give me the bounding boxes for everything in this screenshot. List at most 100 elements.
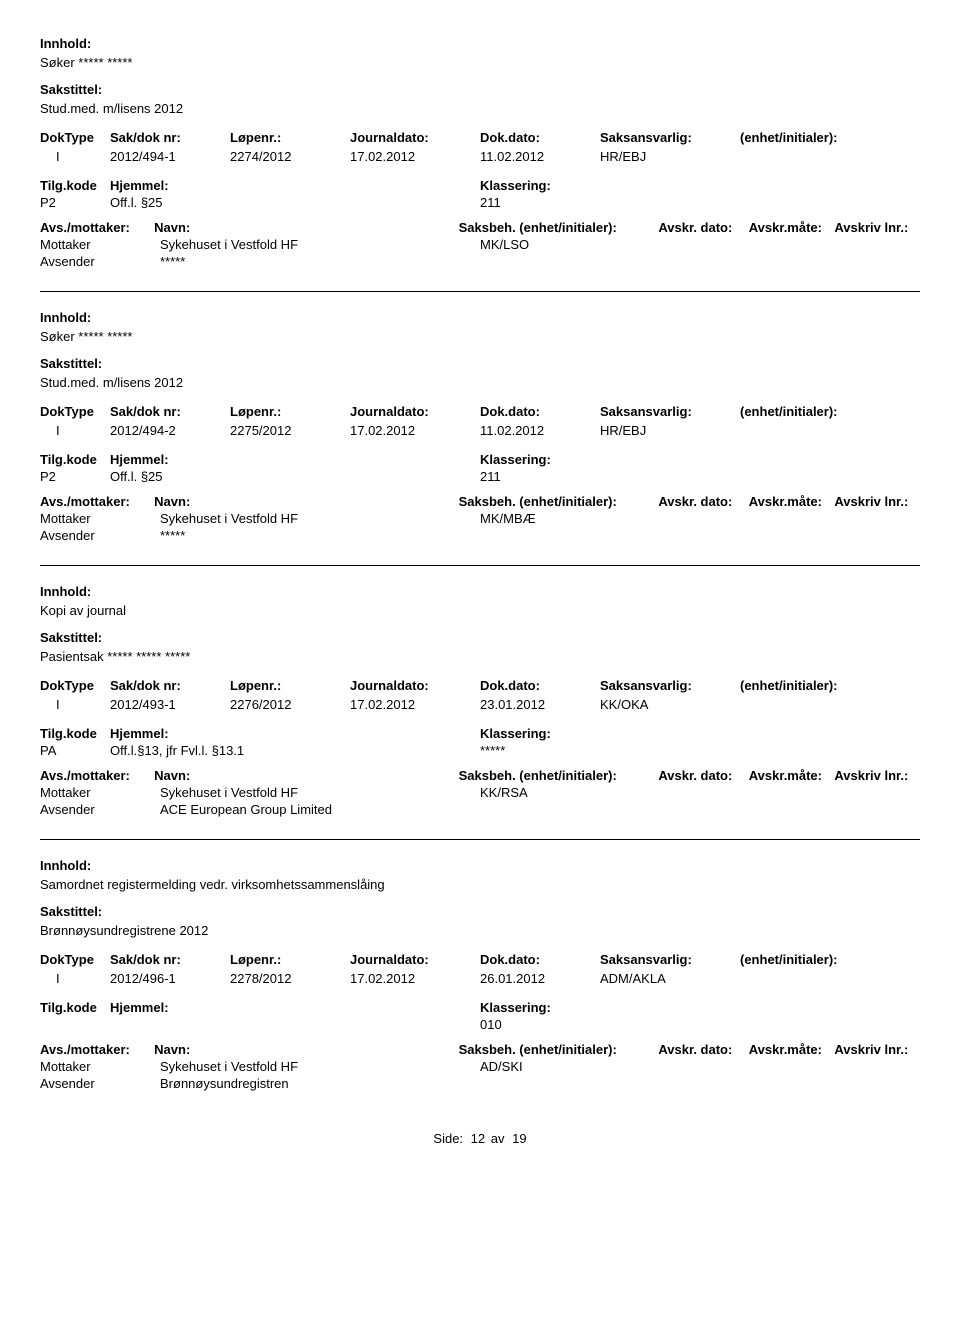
footer-page-current: 12: [471, 1131, 485, 1146]
hdr-sakdok: Sak/dok nr:: [110, 130, 230, 145]
avs-header-row: Avs./mottaker:Navn:Saksbeh. (enhet/initi…: [40, 220, 920, 235]
mottaker-saksbeh: MK/MBÆ: [480, 511, 690, 526]
hdr-tilgkode: Tilg.kode: [40, 1000, 110, 1015]
hdr-klassering: Klassering:: [480, 452, 620, 467]
innhold-label: Innhold:: [40, 310, 920, 325]
hdr-dokdato: Dok.dato:: [480, 678, 600, 693]
hdr-klassering: Klassering:: [480, 726, 620, 741]
val-hjemmel: Off.l. §25: [110, 195, 480, 210]
hdr-hjemmel: Hjemmel:: [110, 726, 480, 741]
val-lopenr: 2276/2012: [230, 697, 350, 712]
mottaker-label: Mottaker: [40, 511, 160, 526]
innhold-label: Innhold:: [40, 858, 920, 873]
tilg-data-row: P2Off.l. §25211: [40, 195, 920, 210]
mottaker-label: Mottaker: [40, 237, 160, 252]
hdr-avskrmate: Avskr.måte:: [749, 220, 835, 235]
hdr-lopenr: Løpenr.:: [230, 952, 350, 967]
doc-header-row: DokTypeSak/dok nr:Løpenr.:Journaldato:Do…: [40, 678, 920, 693]
val-sakdok: 2012/494-1: [110, 149, 230, 164]
avsender-name: *****: [160, 254, 480, 269]
mottaker-row: MottakerSykehuset i Vestfold HFMK/LSO: [40, 237, 920, 252]
hdr-navn: Navn:: [154, 1042, 458, 1057]
val-sakdok: 2012/493-1: [110, 697, 230, 712]
val-enhet: [740, 149, 900, 164]
val-saksansvarlig: HR/EBJ: [600, 149, 740, 164]
val-enhet: [740, 423, 900, 438]
hdr-journaldato: Journaldato:: [350, 130, 480, 145]
hdr-klassering: Klassering:: [480, 178, 620, 193]
hdr-saksbeh: Saksbeh. (enhet/initialer):: [459, 220, 659, 235]
hdr-doktype: DokType: [40, 678, 110, 693]
avsender-label: Avsender: [40, 254, 160, 269]
tilg-header-row: Tilg.kodeHjemmel:Klassering:: [40, 178, 920, 193]
hdr-journaldato: Journaldato:: [350, 678, 480, 693]
hdr-tilgkode: Tilg.kode: [40, 178, 110, 193]
val-dokdato: 11.02.2012: [480, 423, 600, 438]
hdr-sakdok: Sak/dok nr:: [110, 678, 230, 693]
avsender-row: Avsender*****: [40, 254, 920, 269]
tilg-data-row: P2Off.l. §25211: [40, 469, 920, 484]
val-doktype: I: [40, 697, 110, 712]
val-hjemmel: [110, 1017, 480, 1032]
sakstittel-label: Sakstittel:: [40, 82, 920, 97]
doc-header-row: DokTypeSak/dok nr:Løpenr.:Journaldato:Do…: [40, 952, 920, 967]
hdr-dokdato: Dok.dato:: [480, 404, 600, 419]
tilg-data-row: 010: [40, 1017, 920, 1032]
hdr-avskrdato: Avskr. dato:: [658, 494, 748, 509]
val-saksansvarlig: KK/OKA: [600, 697, 740, 712]
hdr-enhet: (enhet/initialer):: [740, 130, 900, 145]
mottaker-row: MottakerSykehuset i Vestfold HFKK/RSA: [40, 785, 920, 800]
journal-entry: Innhold:Søker ***** *****Sakstittel:Stud…: [40, 310, 920, 543]
entries-container: Innhold:Søker ***** *****Sakstittel:Stud…: [40, 36, 920, 1091]
hdr-navn: Navn:: [154, 494, 458, 509]
journal-entry: Innhold:Søker ***** *****Sakstittel:Stud…: [40, 36, 920, 269]
val-klassering: *****: [480, 743, 620, 758]
val-doktype: I: [40, 423, 110, 438]
hdr-sakdok: Sak/dok nr:: [110, 952, 230, 967]
hdr-avskrivlnr: Avskriv lnr.:: [834, 494, 920, 509]
val-journaldato: 17.02.2012: [350, 697, 480, 712]
val-klassering: 010: [480, 1017, 620, 1032]
hdr-saksbeh: Saksbeh. (enhet/initialer):: [459, 494, 659, 509]
avs-header-row: Avs./mottaker:Navn:Saksbeh. (enhet/initi…: [40, 494, 920, 509]
tilg-header-row: Tilg.kodeHjemmel:Klassering:: [40, 452, 920, 467]
footer-av-label: av: [491, 1131, 505, 1146]
mottaker-saksbeh: MK/LSO: [480, 237, 690, 252]
doc-header-row: DokTypeSak/dok nr:Løpenr.:Journaldato:Do…: [40, 130, 920, 145]
hdr-saksansvarlig: Saksansvarlig:: [600, 952, 740, 967]
hdr-avskrmate: Avskr.måte:: [749, 1042, 835, 1057]
entry-divider: [40, 839, 920, 840]
page-footer: Side: 12 av 19: [40, 1131, 920, 1146]
hdr-avskrmate: Avskr.måte:: [749, 494, 835, 509]
avsender-name: ACE European Group Limited: [160, 802, 480, 817]
hdr-saksansvarlig: Saksansvarlig:: [600, 404, 740, 419]
doc-header-row: DokTypeSak/dok nr:Løpenr.:Journaldato:Do…: [40, 404, 920, 419]
mottaker-name: Sykehuset i Vestfold HF: [160, 237, 480, 252]
mottaker-saksbeh: KK/RSA: [480, 785, 690, 800]
sakstittel-text: Stud.med. m/lisens 2012: [40, 101, 920, 116]
hdr-avsmottaker: Avs./mottaker:: [40, 1042, 154, 1057]
sakstittel-label: Sakstittel:: [40, 904, 920, 919]
avsender-name: *****: [160, 528, 480, 543]
val-saksansvarlig: HR/EBJ: [600, 423, 740, 438]
hdr-navn: Navn:: [154, 768, 458, 783]
tilg-header-row: Tilg.kodeHjemmel:Klassering:: [40, 726, 920, 741]
hdr-avsmottaker: Avs./mottaker:: [40, 220, 154, 235]
hdr-tilgkode: Tilg.kode: [40, 452, 110, 467]
innhold-text: Kopi av journal: [40, 603, 920, 618]
hdr-avskrdato: Avskr. dato:: [658, 220, 748, 235]
avs-header-row: Avs./mottaker:Navn:Saksbeh. (enhet/initi…: [40, 768, 920, 783]
val-journaldato: 17.02.2012: [350, 423, 480, 438]
avsender-label: Avsender: [40, 528, 160, 543]
innhold-text: Samordnet registermelding vedr. virksomh…: [40, 877, 920, 892]
hdr-hjemmel: Hjemmel:: [110, 452, 480, 467]
avsender-row: AvsenderACE European Group Limited: [40, 802, 920, 817]
hdr-lopenr: Løpenr.:: [230, 404, 350, 419]
hdr-avskrmate: Avskr.måte:: [749, 768, 835, 783]
val-journaldato: 17.02.2012: [350, 149, 480, 164]
hdr-saksansvarlig: Saksansvarlig:: [600, 678, 740, 693]
hdr-doktype: DokType: [40, 130, 110, 145]
val-klassering: 211: [480, 195, 620, 210]
avsender-row: Avsender*****: [40, 528, 920, 543]
val-doktype: I: [40, 149, 110, 164]
